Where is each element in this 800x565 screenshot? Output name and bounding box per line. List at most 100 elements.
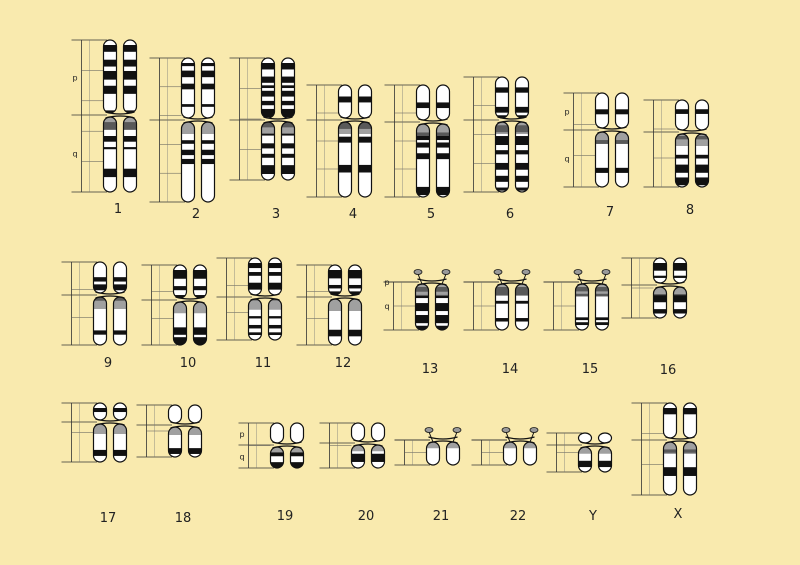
chromosome-number-label: 2 [192, 207, 200, 222]
chromatid [92, 261, 108, 346]
chromatid [514, 269, 531, 331]
bands [595, 109, 609, 173]
centromere [665, 436, 695, 444]
bands [348, 270, 362, 337]
centromere [353, 439, 383, 447]
bands [695, 109, 709, 186]
chromatid [662, 402, 678, 496]
bands [371, 445, 385, 462]
band-ruler [543, 281, 579, 331]
chromatid [92, 402, 108, 463]
bands [515, 87, 529, 191]
centromere [580, 441, 610, 449]
chromosome-number-label: 19 [277, 509, 294, 524]
q-arm-label: q [565, 155, 570, 164]
chromatid [347, 264, 363, 346]
band-ruler [563, 92, 599, 188]
bands [328, 270, 342, 337]
chromatid [594, 269, 611, 331]
bands [663, 408, 677, 476]
bands [446, 442, 460, 449]
band-ruler [384, 84, 420, 198]
bands [168, 427, 182, 454]
chromosome-20: 20 [319, 422, 386, 524]
chromatid [672, 257, 688, 319]
chromosome-2: 2 [149, 57, 216, 222]
band-ruler [306, 84, 342, 198]
chromatid [350, 422, 366, 469]
chromatid [514, 76, 530, 193]
q-arm-label: q [73, 150, 78, 159]
q-arm-label: q [240, 453, 245, 462]
centromere [272, 441, 302, 449]
p-arm-label: p [73, 74, 78, 83]
chromosome-number-label: 15 [582, 362, 599, 377]
bands [338, 96, 352, 173]
chromosome-15: 15 [543, 269, 611, 377]
chromosome-y: Y [546, 432, 613, 524]
p-arm-label: p [240, 430, 245, 439]
chromosome-number-label: 12 [335, 356, 352, 371]
chromosome-14: 14 [463, 269, 531, 377]
centromere [417, 278, 447, 286]
band-ruler [546, 432, 582, 473]
chromatid [327, 264, 343, 346]
chromatid [269, 422, 285, 469]
chromosome-18: 18 [136, 404, 203, 526]
chromosome-22: 22 [471, 427, 539, 524]
chromosome-7: p q 7 [563, 92, 630, 220]
bands [290, 447, 304, 468]
chromosome-number-label: Y [588, 509, 597, 524]
p-arm-label: p [565, 108, 570, 117]
chromatid [682, 402, 698, 496]
chromatid [573, 269, 590, 331]
chromosome-number-label: 1 [114, 202, 122, 217]
bands [683, 408, 697, 476]
chromosome-16: 16 [621, 257, 688, 378]
centromere [250, 293, 280, 301]
chromatid [280, 57, 296, 181]
band-ruler [61, 402, 97, 463]
chromatid [289, 422, 305, 469]
centromere [175, 296, 205, 304]
centromere [428, 436, 458, 444]
chromosome-6: 6 [463, 76, 530, 222]
bands [416, 102, 430, 196]
chromatid [494, 76, 510, 193]
band-ruler [141, 264, 177, 346]
chromatid [434, 269, 451, 331]
band-ruler [631, 402, 667, 496]
band-ruler [136, 404, 172, 458]
band-ruler [216, 257, 252, 341]
chromosome-number-label: 20 [358, 509, 375, 524]
chromosome-number-label: 18 [175, 511, 192, 526]
p-arm-label: p [385, 278, 390, 287]
chromosome-number-label: X [674, 507, 683, 522]
chromatid [597, 432, 613, 473]
chromatid [594, 92, 610, 188]
bands [415, 284, 429, 330]
bands [113, 408, 127, 456]
bands [598, 447, 612, 468]
bands [193, 270, 207, 345]
centromere [183, 116, 213, 124]
chromosome-3: 3 [229, 57, 296, 222]
bands [181, 63, 195, 165]
chromatid [501, 427, 518, 466]
bands [675, 109, 689, 186]
bands [515, 284, 529, 322]
band-ruler [238, 422, 274, 469]
bands [93, 408, 107, 456]
bands [615, 109, 629, 173]
chromatid [445, 427, 462, 466]
chromosome-x: X [631, 402, 698, 522]
chromatid [112, 402, 128, 463]
band-ruler [149, 57, 185, 203]
band-ruler [471, 439, 507, 466]
chromosome-21: 21 [394, 427, 462, 524]
band-ruler [61, 261, 97, 346]
bands [503, 442, 517, 449]
bands [578, 447, 592, 468]
centromere [330, 293, 360, 301]
bands [270, 447, 284, 468]
